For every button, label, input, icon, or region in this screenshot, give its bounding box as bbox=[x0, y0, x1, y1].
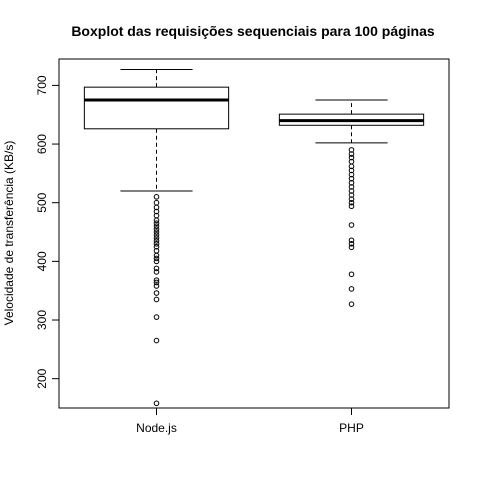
box-node-js bbox=[83, 69, 230, 407]
outlier-point bbox=[348, 199, 355, 206]
outlier-point bbox=[153, 226, 160, 232]
x-axis: Node.js PHP bbox=[136, 407, 364, 435]
outlier-point bbox=[348, 151, 355, 157]
outlier-point bbox=[153, 314, 160, 320]
iqr-box bbox=[83, 86, 230, 130]
x-tick-label: Node.js bbox=[136, 421, 177, 435]
outlier-point bbox=[153, 232, 160, 238]
outlier-point bbox=[153, 199, 160, 206]
outlier-point bbox=[153, 217, 160, 224]
outlier-point bbox=[153, 252, 160, 259]
y-tick-label: 300 bbox=[35, 310, 49, 330]
outlier-point bbox=[348, 203, 355, 210]
outlier-point bbox=[153, 296, 160, 303]
outlier-point bbox=[348, 286, 355, 292]
outlier-point bbox=[153, 279, 160, 286]
outlier-point bbox=[153, 220, 160, 227]
outlier-point bbox=[153, 229, 160, 235]
outlier-point bbox=[348, 222, 355, 228]
outlier-point bbox=[348, 301, 355, 307]
box-php bbox=[278, 99, 425, 307]
y-tick-label: 700 bbox=[35, 75, 49, 95]
y-tick-label: 600 bbox=[35, 134, 49, 154]
outlier-point bbox=[153, 223, 160, 229]
outlier-point bbox=[348, 196, 355, 202]
outlier-point bbox=[153, 290, 160, 296]
outlier-point bbox=[153, 258, 160, 265]
y-axis: 200 300 400 500 600 700 bbox=[35, 75, 60, 389]
outlier-point bbox=[348, 244, 355, 251]
y-tick-label: 400 bbox=[35, 251, 49, 271]
y-tick-label: 500 bbox=[35, 192, 49, 212]
outlier-point bbox=[153, 265, 160, 272]
outlier-point bbox=[153, 194, 160, 200]
x-tick-label: PHP bbox=[339, 421, 364, 435]
outlier-point bbox=[153, 240, 160, 247]
y-tick-label: 200 bbox=[35, 368, 49, 388]
outlier-point bbox=[153, 400, 160, 407]
boxes-group bbox=[83, 69, 425, 407]
outlier-point bbox=[348, 237, 355, 244]
outlier-point bbox=[153, 235, 160, 241]
outlier-point bbox=[348, 271, 355, 278]
chart-title: Boxplot das requisições sequenciais para… bbox=[71, 23, 435, 39]
y-axis-label: Velocidade de transferência (KB/s) bbox=[2, 141, 16, 326]
outlier-point bbox=[153, 255, 160, 262]
outlier-point bbox=[153, 283, 160, 289]
outlier-point bbox=[153, 337, 160, 344]
outlier-point bbox=[153, 269, 160, 275]
outlier-point bbox=[153, 238, 160, 244]
outlier-point bbox=[348, 240, 355, 247]
outlier-point bbox=[153, 277, 160, 283]
